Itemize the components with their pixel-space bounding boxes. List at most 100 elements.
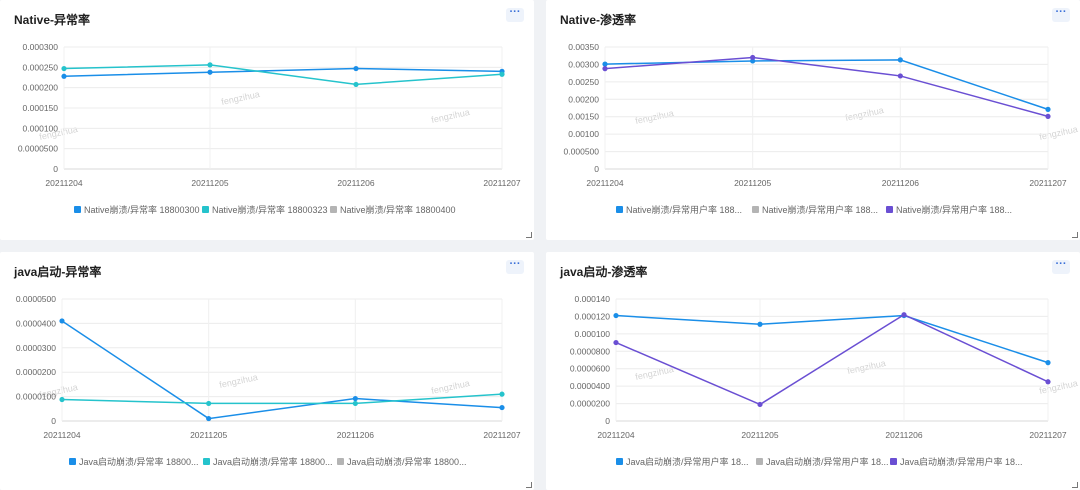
data-point: [206, 400, 212, 407]
data-point: [499, 404, 505, 411]
x-tick-label: 20211207: [1029, 178, 1066, 188]
data-point: [206, 415, 212, 422]
x-tick-label: 20211206: [885, 430, 922, 440]
series-line: [63, 67, 503, 78]
data-point: [613, 312, 619, 319]
y-tick-label: 0.00300: [568, 59, 599, 69]
data-point: [352, 395, 358, 402]
legend-label: Java启动崩溃/异常用户率 18...: [766, 456, 889, 467]
x-tick-label: 20211207: [1029, 430, 1066, 440]
line-chart: fengzihuafengzihuafengzihua00.00005000.0…: [18, 42, 521, 215]
y-tick-label: 0.0000800: [570, 346, 610, 356]
y-tick-label: 0.000200: [23, 83, 59, 93]
x-tick-label: 20211204: [45, 178, 82, 188]
legend-label: Native崩溃/异常用户率 188...: [896, 204, 1012, 215]
data-point: [499, 391, 505, 397]
legend-label: Java启动崩溃/异常率 18800...: [213, 456, 333, 467]
y-tick-label: 0: [53, 164, 58, 174]
panel-title: java启动-异常率: [14, 265, 102, 279]
y-tick-label: 0: [605, 416, 610, 426]
y-tick-label: 0.00150: [568, 112, 599, 122]
y-tick-label: 0.000140: [575, 294, 611, 304]
x-tick-label: 20211204: [586, 178, 623, 188]
y-tick-label: 0.000150: [23, 103, 59, 113]
x-tick-label: 20211206: [337, 178, 374, 188]
data-point: [757, 401, 763, 408]
legend-swatch: [890, 458, 897, 465]
legend-label: Java启动崩溃/异常用户率 18...: [626, 456, 749, 467]
x-tick-label: 20211204: [43, 430, 80, 440]
series-line: [63, 64, 503, 86]
panel-title: Native-渗透率: [560, 13, 637, 27]
series-line: [61, 393, 503, 405]
data-point: [897, 73, 903, 79]
y-tick-label: 0: [594, 164, 599, 174]
more-options-icon[interactable]: ···: [1052, 259, 1070, 274]
y-tick-label: 0.00200: [568, 94, 599, 104]
x-tick-label: 20211204: [597, 430, 634, 440]
y-tick-label: 0.0000400: [570, 381, 610, 391]
y-tick-label: 0.0000100: [16, 392, 56, 402]
x-tick-label: 20211205: [741, 430, 778, 440]
legend-label: Native崩溃/异常用户率 188...: [762, 204, 878, 215]
y-tick-label: 0.000500: [564, 147, 600, 157]
watermark-text: fengzihua: [430, 107, 470, 125]
series-line: [615, 313, 1049, 406]
watermark-text: fengzihua: [1038, 124, 1078, 142]
watermark-text: fengzihua: [846, 358, 886, 376]
series-line: [615, 314, 1049, 364]
line-chart: fengzihua fengzihuafengzihua00.00001000.0…: [16, 294, 521, 467]
legend-swatch: [337, 458, 344, 465]
more-options-icon[interactable]: ···: [506, 7, 524, 22]
x-tick-label: 20211205: [190, 430, 227, 440]
resize-handle-icon[interactable]: [1072, 482, 1078, 488]
data-point: [353, 65, 359, 72]
data-point: [59, 396, 65, 403]
y-tick-label: 0.00350: [568, 42, 599, 52]
legend-swatch: [202, 206, 209, 213]
data-point: [499, 71, 505, 77]
legend-label: Java启动崩溃/异常用户率 18...: [900, 456, 1023, 467]
data-point: [353, 81, 359, 88]
x-tick-label: 20211206: [337, 430, 374, 440]
y-tick-label: 0.0000600: [570, 364, 610, 374]
y-tick-label: 0.000120: [575, 311, 611, 321]
data-point: [61, 65, 67, 72]
more-options-icon[interactable]: ···: [1052, 7, 1070, 22]
data-point: [613, 339, 619, 346]
x-tick-label: 20211207: [483, 178, 520, 188]
y-tick-label: 0.00250: [568, 77, 599, 87]
data-point: [207, 62, 213, 68]
legend-swatch: [756, 458, 763, 465]
data-point: [897, 57, 903, 63]
legend-swatch: [886, 206, 893, 213]
y-tick-label: 0.0000200: [570, 399, 610, 409]
panel-title: Native-异常率: [14, 13, 91, 27]
x-tick-label: 20211205: [734, 178, 771, 188]
legend-swatch: [203, 458, 210, 465]
data-point: [207, 69, 213, 75]
y-tick-label: 0.000250: [23, 62, 59, 72]
watermark-text: fengzihua: [634, 364, 674, 382]
watermark-text: fengzihua: [220, 89, 260, 107]
resize-handle-icon[interactable]: [526, 482, 532, 488]
line-chart: fengzihua fengzihuafengzihua00.0005000.00…: [564, 42, 1079, 215]
legend-swatch: [69, 458, 76, 465]
y-tick-label: 0.0000300: [16, 343, 56, 353]
legend-swatch: [74, 206, 81, 213]
resize-handle-icon[interactable]: [526, 232, 532, 238]
chart-panel-java-startup-penetration-rate: java启动-渗透率 ··· fengzihua fengzihua fengzih…: [546, 252, 1080, 490]
data-point: [61, 73, 67, 79]
data-point: [352, 400, 358, 407]
chart-panel-java-startup-error-rate: java启动-异常率 ··· fengzihua fengzihua fengzih…: [0, 252, 534, 490]
y-tick-label: 0.000300: [23, 42, 59, 52]
series-line: [61, 320, 503, 420]
resize-handle-icon[interactable]: [1072, 232, 1078, 238]
line-chart: fengzihua fengzihuafengzihua00.00002000.0…: [570, 294, 1079, 467]
y-tick-label: 0.000100: [575, 329, 611, 339]
more-options-icon[interactable]: ···: [506, 259, 524, 274]
data-point: [59, 318, 65, 324]
data-point: [1045, 113, 1051, 119]
data-point: [1045, 379, 1051, 385]
panel-title: java启动-渗透率: [560, 265, 648, 279]
